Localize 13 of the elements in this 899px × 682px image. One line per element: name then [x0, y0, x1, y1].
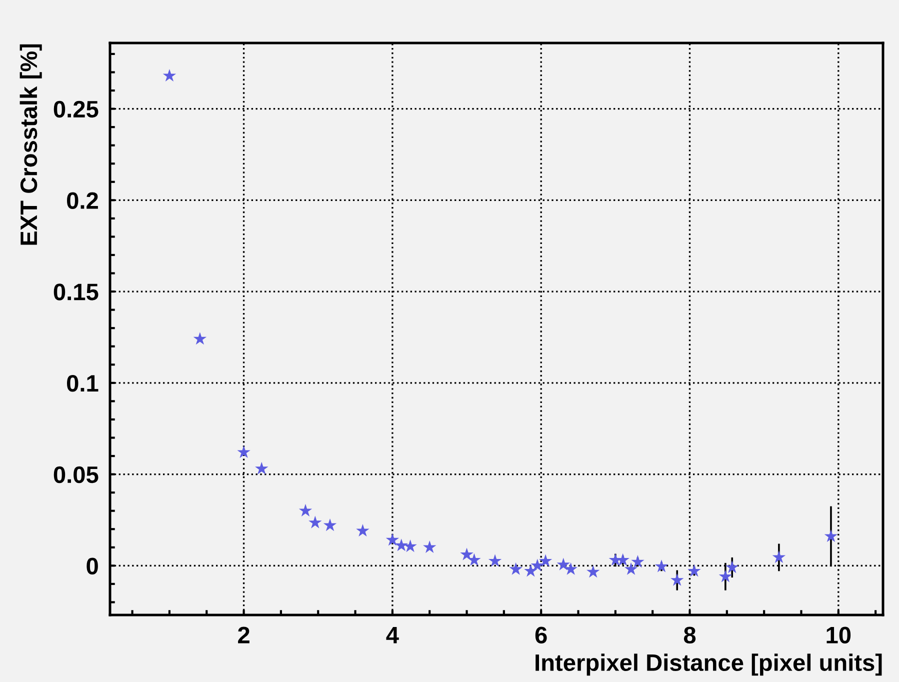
y-tick-label: 0.2 [67, 192, 98, 209]
x-tick-label: 6 [535, 626, 547, 644]
x-tick-label: 4 [386, 626, 399, 644]
x-tick-label: 10 [826, 626, 851, 644]
y-tick-label: 0 [86, 558, 98, 574]
x-tick-label: 2 [238, 626, 250, 644]
x-axis-title: Interpixel Distance [pixel units] [536, 654, 882, 676]
y-tick-label: 0.15 [54, 284, 98, 300]
y-tick-label: 0.25 [54, 100, 98, 118]
y-tick-label: 0.05 [54, 466, 98, 484]
y-axis-title: EXT Crosstalk [%] [20, 44, 42, 245]
x-tick-label: 8 [684, 626, 696, 644]
y-tick-label: 0.1 [67, 374, 98, 392]
